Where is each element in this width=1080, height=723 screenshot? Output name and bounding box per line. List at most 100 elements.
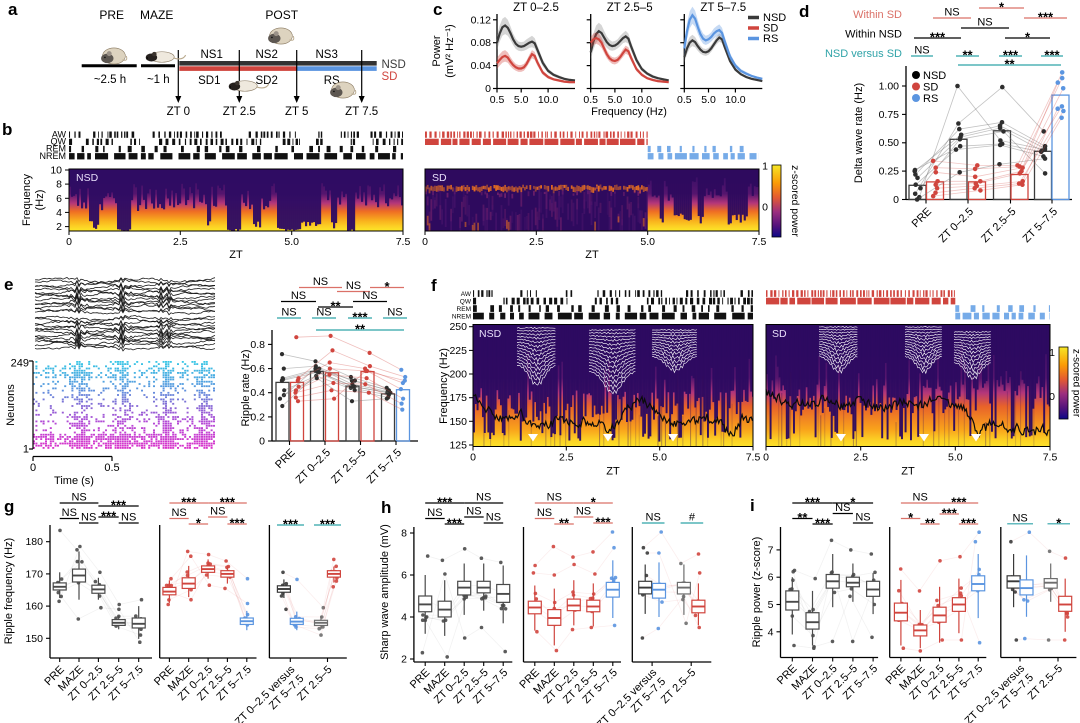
svg-text:0.04: 0.04 — [471, 60, 492, 72]
svg-text:Frequency (Hz): Frequency (Hz) — [591, 106, 667, 118]
svg-text:ZT 5–7.5: ZT 5–7.5 — [700, 2, 746, 14]
svg-text:7.5: 7.5 — [752, 236, 767, 248]
svg-text:6: 6 — [768, 572, 774, 584]
svg-text:4: 4 — [768, 626, 774, 638]
svg-text:0: 0 — [893, 194, 899, 206]
svg-text:ZT: ZT — [229, 249, 243, 261]
svg-text:*: * — [384, 279, 390, 294]
svg-text:NS: NS — [121, 512, 136, 524]
svg-text:*: * — [999, 0, 1005, 15]
svg-text:NS: NS — [1012, 512, 1027, 524]
svg-text:170: 170 — [25, 568, 43, 580]
svg-text:NS: NS — [944, 7, 959, 19]
svg-text:***: *** — [1003, 48, 1019, 63]
svg-text:NS: NS — [362, 290, 377, 302]
svg-text:NSD: NSD — [76, 172, 99, 184]
svg-text:10: 10 — [50, 165, 62, 177]
svg-text:Power: Power — [431, 35, 443, 67]
svg-text:NS: NS — [855, 512, 870, 524]
svg-text:ZT 2.5: ZT 2.5 — [223, 106, 256, 118]
svg-text:ZT: ZT — [606, 466, 620, 478]
svg-text:2.5: 2.5 — [559, 452, 574, 464]
svg-text:PRE: PRE — [99, 8, 124, 22]
svg-text:Ripple frequency (Hz): Ripple frequency (Hz) — [3, 538, 15, 644]
svg-text:NS: NS — [914, 45, 929, 57]
svg-text:0.5: 0.5 — [583, 94, 598, 106]
svg-text:0.50: 0.50 — [879, 137, 900, 149]
svg-text:6: 6 — [56, 193, 62, 205]
svg-text:z-scored power: z-scored power — [789, 165, 801, 237]
svg-text:i: i — [750, 496, 755, 515]
svg-text:125: 125 — [449, 440, 467, 452]
svg-text:0.2: 0.2 — [250, 411, 265, 423]
svg-text:#: # — [689, 512, 696, 524]
svg-text:0.8: 0.8 — [250, 339, 265, 351]
svg-text:NS: NS — [913, 492, 928, 504]
svg-text:0.75: 0.75 — [879, 109, 900, 121]
svg-text:***: *** — [805, 495, 821, 510]
svg-text:***: *** — [181, 495, 197, 510]
svg-text:NS: NS — [291, 290, 306, 302]
svg-text:NS: NS — [387, 307, 402, 319]
svg-text:AW: AW — [461, 291, 472, 298]
svg-text:NS: NS — [346, 280, 361, 292]
svg-text:***: *** — [930, 30, 946, 45]
svg-text:SD2: SD2 — [256, 75, 278, 87]
svg-text:***: *** — [101, 509, 117, 524]
svg-text:ZT 0–2.5: ZT 0–2.5 — [513, 2, 559, 14]
svg-text:Sharp wave amplitude (mV): Sharp wave amplitude (mV) — [379, 524, 391, 660]
svg-text:1: 1 — [1049, 347, 1055, 359]
svg-text:ZT: ZT — [585, 249, 599, 261]
svg-text:~1 h: ~1 h — [147, 74, 170, 86]
svg-text:4: 4 — [401, 612, 407, 624]
svg-text:NSD: NSD — [479, 328, 502, 340]
svg-text:0.4: 0.4 — [250, 387, 265, 399]
svg-text:(mV² Hz⁻¹): (mV² Hz⁻¹) — [444, 24, 456, 77]
svg-text:200: 200 — [449, 369, 467, 381]
svg-text:150: 150 — [25, 633, 43, 645]
svg-text:0: 0 — [470, 452, 476, 464]
svg-text:7.5: 7.5 — [396, 236, 411, 248]
svg-text:NSD versus SD: NSD versus SD — [825, 48, 902, 60]
svg-text:***: *** — [437, 495, 453, 510]
svg-text:ZT 5: ZT 5 — [285, 106, 308, 118]
svg-text:2.5: 2.5 — [173, 236, 188, 248]
svg-text:NS: NS — [476, 492, 491, 504]
svg-text:NS: NS — [316, 307, 331, 319]
svg-text:ZT 2.5–5: ZT 2.5–5 — [607, 2, 653, 14]
svg-text:5.0: 5.0 — [640, 236, 655, 248]
svg-text:0.08: 0.08 — [471, 37, 492, 49]
svg-text:c: c — [433, 0, 442, 19]
svg-text:***: *** — [111, 498, 127, 513]
svg-text:0.5: 0.5 — [677, 94, 692, 106]
svg-text:2.5: 2.5 — [853, 452, 868, 464]
svg-text:8: 8 — [401, 528, 407, 540]
svg-text:***: *** — [352, 310, 368, 325]
svg-text:NS3: NS3 — [316, 49, 338, 61]
svg-text:180: 180 — [25, 536, 43, 548]
svg-text:2: 2 — [401, 654, 407, 666]
svg-text:NS: NS — [171, 507, 186, 519]
svg-text:**: ** — [797, 510, 808, 525]
svg-text:***: *** — [447, 516, 463, 531]
svg-text:ZT 7.5: ZT 7.5 — [345, 106, 378, 118]
svg-text:e: e — [4, 275, 13, 294]
svg-text:NS1: NS1 — [201, 49, 223, 61]
svg-text:6: 6 — [401, 570, 407, 582]
svg-text:0: 0 — [1049, 391, 1055, 403]
svg-text:REM: REM — [46, 144, 66, 154]
svg-text:***: *** — [951, 495, 967, 510]
svg-text:0: 0 — [485, 83, 491, 95]
svg-text:d: d — [799, 2, 809, 21]
svg-text:0: 0 — [66, 236, 72, 248]
svg-text:RS: RS — [923, 93, 938, 105]
svg-text:ZT: ZT — [901, 466, 915, 478]
svg-text:NS: NS — [313, 276, 328, 288]
svg-text:0: 0 — [762, 202, 768, 214]
svg-text:NS: NS — [835, 502, 850, 514]
svg-text:5: 5 — [768, 599, 774, 611]
svg-text:7.5: 7.5 — [1043, 452, 1058, 464]
svg-text:Ripple power (z-score): Ripple power (z-score) — [751, 537, 763, 648]
svg-text:160: 160 — [25, 601, 43, 613]
svg-text:z-scored power: z-scored power — [1071, 349, 1080, 418]
